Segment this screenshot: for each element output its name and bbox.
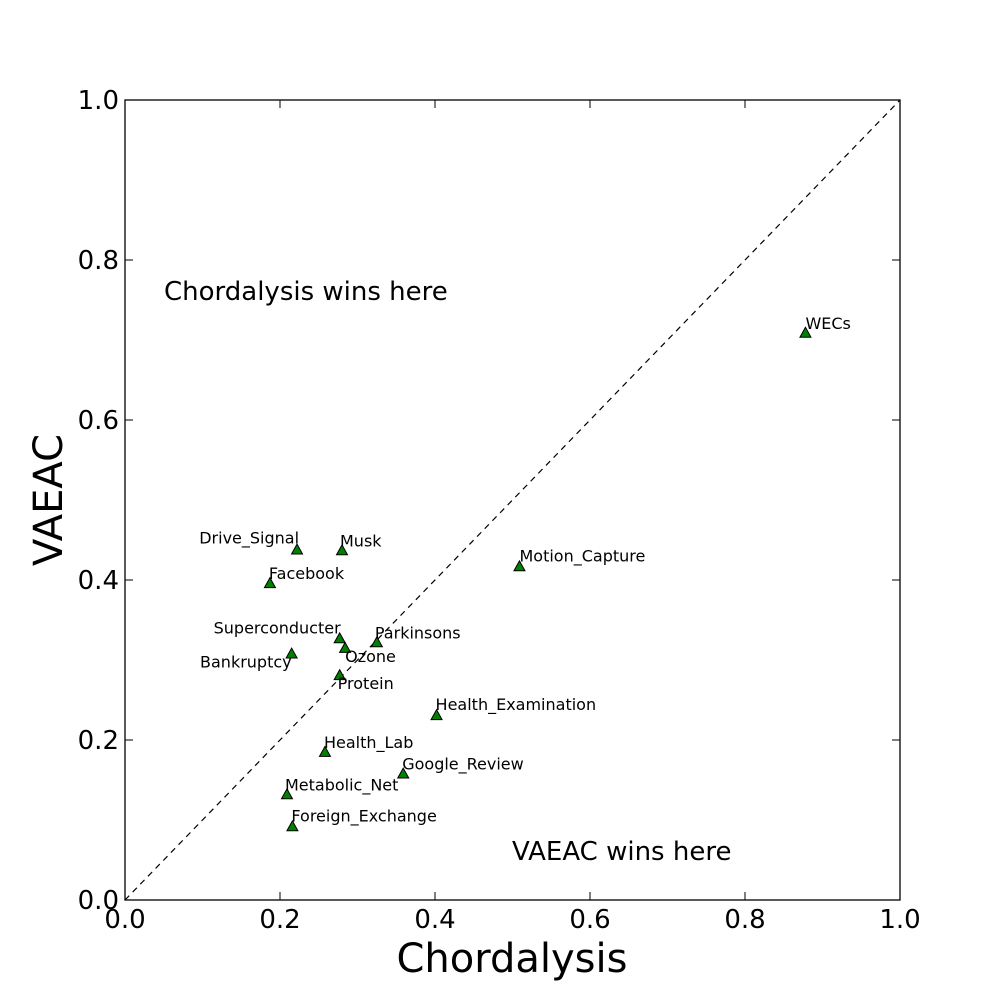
y-tick-label: 0.8 [78,246,119,276]
y-tick-label: 0.4 [78,566,119,596]
marker-bankruptcy [285,647,298,659]
point-label-protein: Protein [338,674,394,693]
y-tick-label: 0.2 [78,726,119,756]
y-tick-label: 1.0 [78,86,119,116]
plot-frame [124,99,901,901]
point-label-drive-signal: Drive_Signal [199,529,299,549]
point-label-foreign-exchange: Foreign_Exchange [291,806,436,826]
x-tick-label: 0.8 [724,905,765,935]
x-tick-label: 0.0 [104,905,145,935]
y-tick-label: 0.0 [78,886,119,916]
data-markers [263,326,812,832]
annotation-chordalysis-wins: Chordalysis wins here [164,277,448,307]
marker-motion-capture [513,559,526,572]
marker-drive-signal [290,543,304,555]
marker-parkinsons [370,635,384,648]
point-label-musk: Musk [340,531,382,550]
point-label-health-examination: Health_Examination [436,695,597,715]
point-label-bankruptcy: Bankruptcy [200,653,292,672]
point-labels: WECs Motion_Capture Drive_Signal Musk Facebo… [199,314,851,827]
point-label-metabolic-net: Metabolic_Net [285,775,398,795]
marker-superconducter [333,631,347,644]
marker-ozone [338,641,352,653]
tick-labels: 0.0 0.2 0.4 0.6 0.8 1.0 0.0 0.2 0.4 0.6 0.8 1.0 [78,86,921,935]
y-tick-label: 0.6 [78,406,119,436]
marker-health-examination [430,708,443,721]
annotation-vaeac-wins: VAEAC wins here [512,837,731,867]
x-tick-label: 0.2 [259,905,300,935]
point-label-health-lab: Health_Lab [324,733,413,753]
diagonal-reference-line [124,99,901,901]
marker-metabolic-net [280,787,294,800]
point-label-superconducter: Superconducter [214,618,341,637]
x-tick-label: 0.4 [414,905,455,935]
point-label-ozone: Ozone [345,647,396,666]
point-label-motion-capture: Motion_Capture [519,546,645,566]
point-label-facebook: Facebook [269,564,345,583]
marker-google-review [396,767,410,779]
y-axis-label: VAEAC [26,434,72,566]
point-label-wecs: WECs [805,314,850,333]
marker-health-lab [318,745,332,757]
x-axis-label: Chordalysis [397,936,628,982]
point-label-google-review: Google_Review [402,755,524,775]
marker-musk [335,543,349,556]
x-tick-label: 0.6 [569,905,610,935]
marker-facebook [263,576,277,589]
marker-protein [333,668,347,681]
marker-foreign-exchange [286,819,299,832]
marker-wecs [799,326,812,338]
point-label-parkinsons: Parkinsons [375,623,461,642]
x-tick-label: 1.0 [879,905,920,935]
